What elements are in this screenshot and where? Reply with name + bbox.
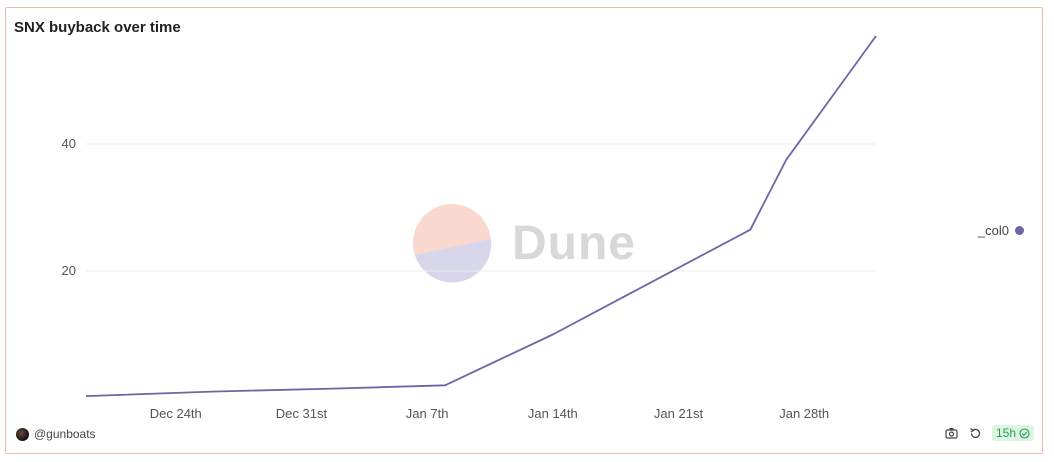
freshness-badge: 15h bbox=[991, 425, 1034, 441]
legend-dot bbox=[1015, 226, 1024, 235]
x-tick-label: Dec 31st bbox=[276, 406, 328, 421]
refresh-icon[interactable] bbox=[968, 426, 983, 441]
line-chart: 20 40 Dec 24th Dec 31st Jan 7th Jan 14th Jan 2… bbox=[62, 35, 877, 421]
legend-label: _col0 bbox=[977, 223, 1009, 238]
footer-actions: 15h bbox=[944, 425, 1034, 441]
dune-logo-icon bbox=[413, 204, 492, 283]
freshness-age: 15h bbox=[995, 426, 1016, 440]
x-tick-label: Jan 28th bbox=[779, 406, 829, 421]
dune-watermark: Dune bbox=[412, 203, 636, 283]
avatar bbox=[16, 427, 29, 441]
x-tick-label: Jan 7th bbox=[406, 406, 449, 421]
y-tick-label: 40 bbox=[62, 136, 76, 151]
author[interactable]: @gunboats bbox=[16, 427, 96, 441]
camera-icon[interactable] bbox=[944, 426, 959, 441]
legend[interactable]: _col0 bbox=[978, 223, 1024, 238]
series-line bbox=[85, 35, 877, 397]
chart-card: SNX buyback over time Dune 20 40 Dec 24th D… bbox=[5, 7, 1043, 454]
x-tick-label: Jan 21st bbox=[654, 406, 704, 421]
chart-title: SNX buyback over time bbox=[14, 19, 181, 36]
check-circle-icon bbox=[1019, 427, 1030, 439]
author-name: @gunboats bbox=[34, 427, 96, 441]
watermark-text: Dune bbox=[512, 216, 636, 270]
x-tick-label: Dec 24th bbox=[150, 406, 202, 421]
y-tick-label: 20 bbox=[62, 263, 76, 278]
x-tick-label: Jan 14th bbox=[528, 406, 578, 421]
